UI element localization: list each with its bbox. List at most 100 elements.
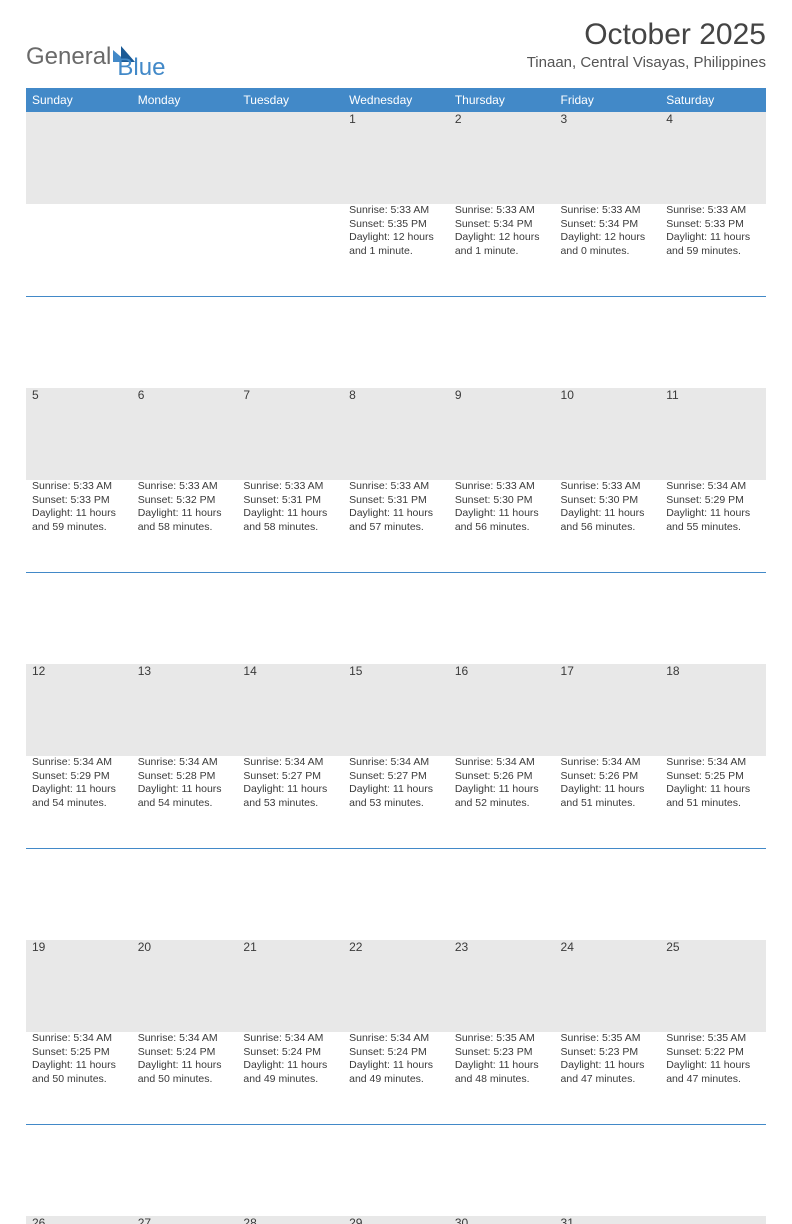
cell-line: and 0 minutes. [561,245,655,259]
day-cell: Sunrise: 5:33 AMSunset: 5:34 PMDaylight:… [449,204,555,296]
day-number: 25 [660,940,766,1032]
day-cell: Sunrise: 5:33 AMSunset: 5:30 PMDaylight:… [449,480,555,572]
week-separator [26,296,766,388]
day-cell: Sunrise: 5:34 AMSunset: 5:27 PMDaylight:… [343,756,449,848]
day-number: 4 [660,112,766,204]
cell-line: Daylight: 11 hours [666,231,760,245]
cell-line: Daylight: 11 hours [349,507,443,521]
cell-line: Sunrise: 5:33 AM [32,480,126,494]
day-cell: Sunrise: 5:33 AMSunset: 5:31 PMDaylight:… [237,480,343,572]
day-number: 21 [237,940,343,1032]
day-number [237,112,343,204]
cell-line: Sunrise: 5:35 AM [666,1032,760,1046]
cell-line: and 58 minutes. [243,521,337,535]
cell-line: Sunset: 5:28 PM [138,770,232,784]
cell-line: Sunset: 5:24 PM [349,1046,443,1060]
cell-line: Sunset: 5:32 PM [138,494,232,508]
cell-line: Sunrise: 5:33 AM [349,480,443,494]
cell-line: Daylight: 11 hours [243,1059,337,1073]
cell-line: Daylight: 11 hours [561,783,655,797]
cell-line: Daylight: 11 hours [243,507,337,521]
cell-line: Daylight: 12 hours [349,231,443,245]
calendar-table: Sunday Monday Tuesday Wednesday Thursday… [26,88,766,1224]
day-cell [237,204,343,296]
day-number: 10 [555,388,661,480]
cell-line: Sunrise: 5:34 AM [349,1032,443,1046]
cell-line: Sunset: 5:27 PM [243,770,337,784]
cell-line: and 58 minutes. [138,521,232,535]
day-cell: Sunrise: 5:34 AMSunset: 5:26 PMDaylight:… [555,756,661,848]
weekday-header: Friday [555,88,661,112]
cell-line: Sunrise: 5:34 AM [666,480,760,494]
day-cell: Sunrise: 5:34 AMSunset: 5:25 PMDaylight:… [26,1032,132,1124]
cell-line: and 50 minutes. [138,1073,232,1087]
cell-line: Daylight: 12 hours [455,231,549,245]
day-number [132,112,238,204]
cell-line: Sunset: 5:33 PM [32,494,126,508]
title-block: October 2025 Tinaan, Central Visayas, Ph… [527,18,766,71]
day-number: 17 [555,664,661,756]
cell-line: Sunrise: 5:33 AM [561,204,655,218]
day-number: 2 [449,112,555,204]
cell-line: and 59 minutes. [32,521,126,535]
cell-line: Daylight: 11 hours [455,783,549,797]
cell-line: Daylight: 11 hours [349,783,443,797]
cell-line: Sunset: 5:24 PM [138,1046,232,1060]
weekday-header: Wednesday [343,88,449,112]
cell-line: Daylight: 11 hours [561,1059,655,1073]
cell-line: Sunrise: 5:34 AM [349,756,443,770]
day-number: 22 [343,940,449,1032]
cell-line: Sunrise: 5:34 AM [666,756,760,770]
cell-line: Daylight: 11 hours [243,783,337,797]
cell-line: Sunset: 5:30 PM [561,494,655,508]
day-number: 7 [237,388,343,480]
day-cell: Sunrise: 5:34 AMSunset: 5:26 PMDaylight:… [449,756,555,848]
cell-line: and 1 minute. [455,245,549,259]
day-number: 20 [132,940,238,1032]
cell-line: and 49 minutes. [349,1073,443,1087]
weekday-header: Monday [132,88,238,112]
cell-line: Sunrise: 5:34 AM [561,756,655,770]
day-number: 6 [132,388,238,480]
cell-line: Sunrise: 5:35 AM [561,1032,655,1046]
cell-line: and 51 minutes. [666,797,760,811]
cell-line: Daylight: 11 hours [32,1059,126,1073]
cell-line: Sunset: 5:25 PM [666,770,760,784]
cell-line: Sunrise: 5:34 AM [243,1032,337,1046]
cell-line: and 50 minutes. [32,1073,126,1087]
day-number: 19 [26,940,132,1032]
weekday-header: Sunday [26,88,132,112]
day-cell: Sunrise: 5:34 AMSunset: 5:25 PMDaylight:… [660,756,766,848]
cell-line: Daylight: 11 hours [32,507,126,521]
cell-line: and 53 minutes. [243,797,337,811]
day-number: 3 [555,112,661,204]
cell-line: Daylight: 11 hours [138,783,232,797]
cell-line: Sunset: 5:29 PM [666,494,760,508]
page-title: October 2025 [527,18,766,52]
day-number: 14 [237,664,343,756]
cell-line: and 59 minutes. [666,245,760,259]
cell-line: Daylight: 11 hours [666,1059,760,1073]
day-number: 30 [449,1216,555,1224]
cell-line: Daylight: 11 hours [666,783,760,797]
daynum-row: 1234 [26,112,766,204]
daynum-row: 19202122232425 [26,940,766,1032]
weekday-header: Thursday [449,88,555,112]
weekday-header: Saturday [660,88,766,112]
day-number: 18 [660,664,766,756]
cell-line: and 48 minutes. [455,1073,549,1087]
cell-line: Sunrise: 5:33 AM [349,204,443,218]
day-cell: Sunrise: 5:34 AMSunset: 5:28 PMDaylight:… [132,756,238,848]
day-cell: Sunrise: 5:33 AMSunset: 5:31 PMDaylight:… [343,480,449,572]
cell-line: Sunset: 5:22 PM [666,1046,760,1060]
brand-part1: General [26,43,111,71]
cell-line: and 52 minutes. [455,797,549,811]
cell-line: Sunset: 5:25 PM [32,1046,126,1060]
day-number: 31 [555,1216,661,1224]
brand-logo: General Blue [26,18,165,82]
cell-line: and 53 minutes. [349,797,443,811]
day-number: 29 [343,1216,449,1224]
day-cell: Sunrise: 5:34 AMSunset: 5:24 PMDaylight:… [237,1032,343,1124]
cell-line: Daylight: 11 hours [138,507,232,521]
cell-line: Sunset: 5:34 PM [455,218,549,232]
